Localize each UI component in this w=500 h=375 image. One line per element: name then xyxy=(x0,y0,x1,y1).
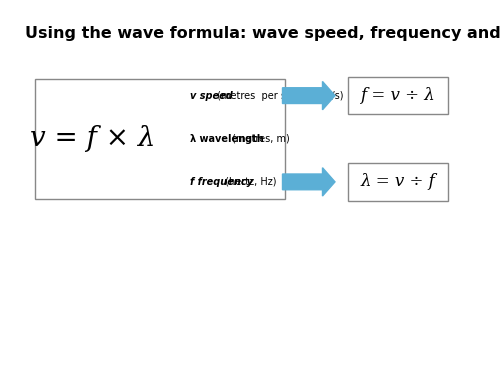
Text: (hertz, Hz): (hertz, Hz) xyxy=(222,177,277,187)
Text: v speed: v speed xyxy=(190,91,233,101)
Text: λ = v ÷ f: λ = v ÷ f xyxy=(360,173,435,190)
Text: Using the wave formula: wave speed, frequency and wavelength: Using the wave formula: wave speed, freq… xyxy=(25,26,500,41)
FancyArrow shape xyxy=(282,168,335,196)
Text: λ wavelength: λ wavelength xyxy=(190,134,264,144)
FancyBboxPatch shape xyxy=(348,77,448,114)
Text: f = v ÷ λ: f = v ÷ λ xyxy=(360,87,435,104)
FancyBboxPatch shape xyxy=(35,79,285,199)
FancyBboxPatch shape xyxy=(348,163,448,201)
Text: f frequency: f frequency xyxy=(190,177,253,187)
Text: v = f × λ: v = f × λ xyxy=(30,125,155,152)
Text: (metres, m): (metres, m) xyxy=(229,134,290,144)
FancyArrow shape xyxy=(282,81,335,110)
Text: (metres  per second, m/s): (metres per second, m/s) xyxy=(214,91,344,101)
